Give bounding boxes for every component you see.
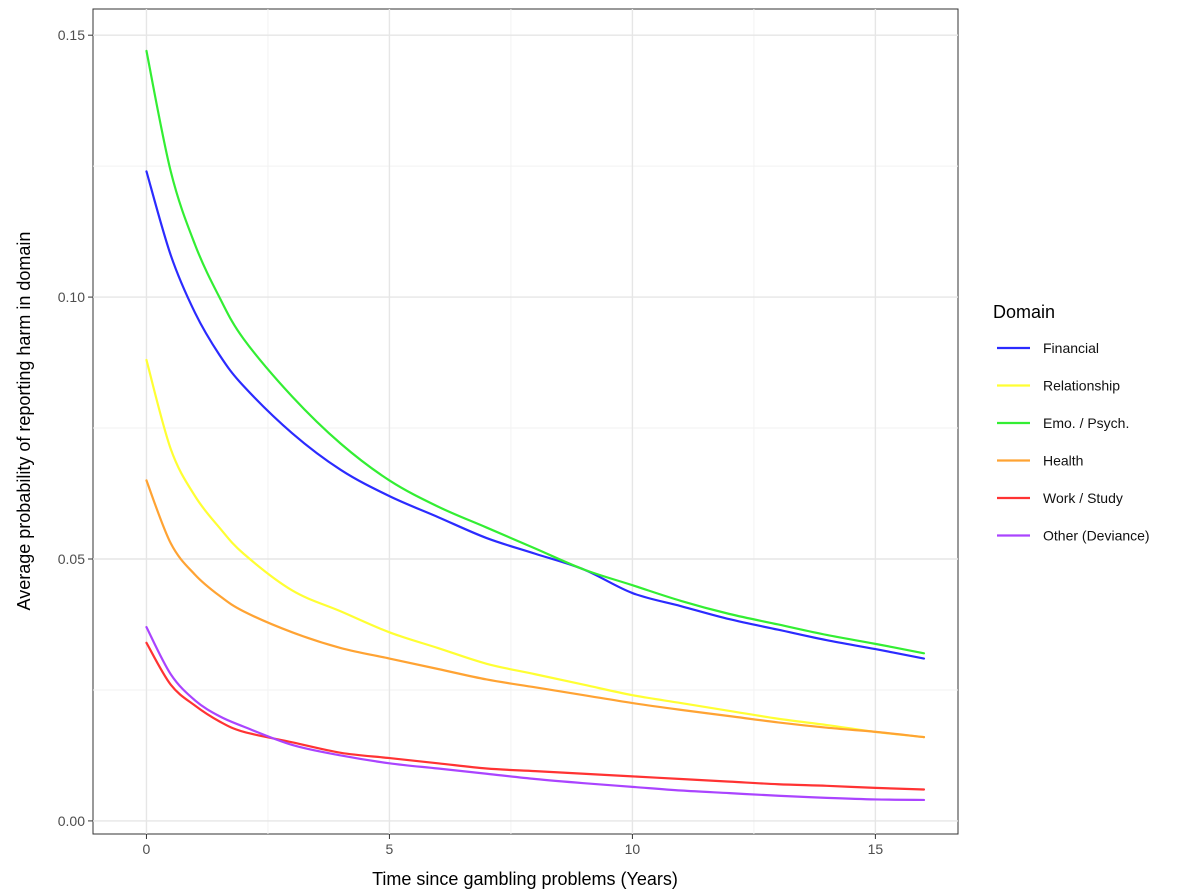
series-line-emo-psych: [145, 49, 926, 655]
legend-label-financial: Financial: [1043, 340, 1099, 356]
y-tick-label: 0.00: [58, 813, 85, 829]
legend-label-health: Health: [1043, 453, 1083, 469]
legend-label-relationship: Relationship: [1043, 378, 1120, 394]
y-tick-label: 0.05: [58, 551, 85, 567]
grid-minor: [93, 9, 958, 834]
y-axis-title: Average probability of reporting harm in…: [14, 232, 34, 611]
series-lines: [145, 49, 926, 802]
legend: Financial Relationship Emo. / Psych. Health…: [997, 340, 1150, 544]
x-tick-label: 0: [143, 841, 151, 857]
x-tick-label: 5: [386, 841, 394, 857]
series-line-work-study: [145, 641, 926, 791]
x-axis-title: Time since gambling problems (Years): [372, 869, 678, 889]
x-tick-label: 10: [625, 841, 641, 857]
series-line-financial: [145, 170, 926, 660]
series-line-relationship: [145, 358, 926, 739]
x-tick-label: 15: [868, 841, 884, 857]
y-axis-ticks: 0.00 0.05 0.10 0.15: [58, 27, 93, 829]
legend-label-other-deviance: Other (Deviance): [1043, 528, 1150, 544]
legend-label-work-study: Work / Study: [1043, 490, 1123, 506]
y-tick-label: 0.15: [58, 27, 85, 43]
legend-label-emo-psych: Emo. / Psych.: [1043, 415, 1129, 431]
plot-panel: [92, 8, 959, 835]
series-line-other-deviance: [145, 626, 926, 802]
series-line-health: [145, 479, 926, 739]
grid-major: [93, 9, 958, 834]
y-tick-label: 0.10: [58, 289, 85, 305]
x-axis-ticks: 0 5 10 15: [143, 834, 884, 857]
legend-title: Domain: [993, 302, 1055, 322]
